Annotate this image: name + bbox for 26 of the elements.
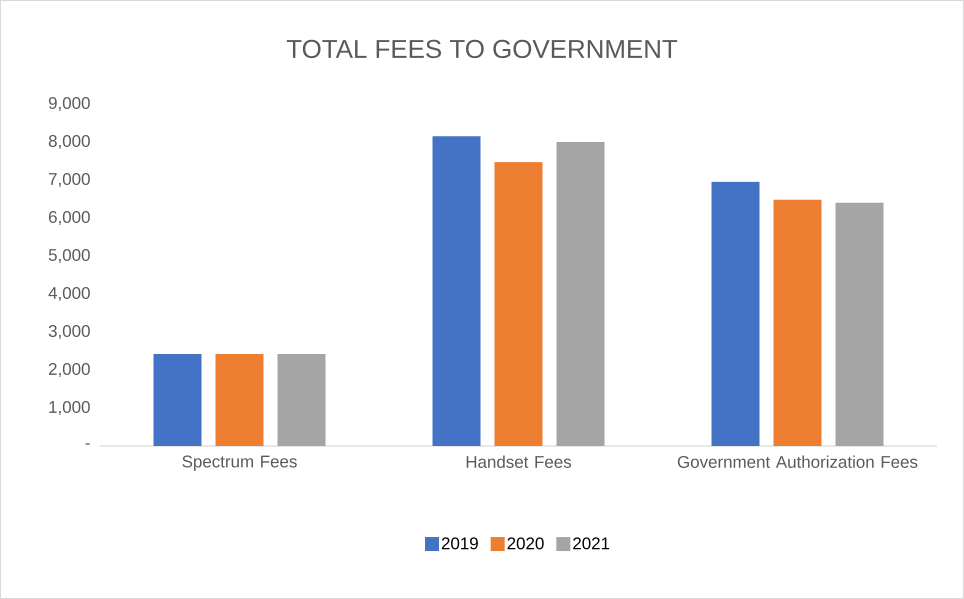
bar	[432, 136, 481, 446]
x-tick-label: Handset Fees	[466, 456, 572, 468]
y-tick-label: 8,000	[48, 134, 90, 149]
bar	[774, 200, 822, 446]
bar	[154, 354, 202, 446]
x-tick-label: Spectrum Fees	[182, 456, 297, 471]
y-tick-label: 1,000	[49, 400, 90, 415]
y-tick-label: 7,000	[48, 172, 90, 187]
y-tick-label: 9,000	[48, 96, 90, 111]
bar	[556, 142, 605, 446]
chart-title: TOTAL FEES TO GOVERNMENT	[286, 40, 678, 58]
y-tick-label: 6,000	[48, 210, 90, 225]
y-tick-label: 2,000	[48, 362, 90, 377]
y-tick-label: 4,000	[48, 286, 90, 301]
bar	[712, 182, 760, 446]
bar	[494, 162, 543, 446]
bar	[278, 354, 326, 446]
y-tick-label: 3,000	[48, 324, 90, 339]
y-tick-label: 5,000	[48, 248, 90, 263]
legend-label: 2020	[508, 537, 544, 550]
x-tick-label: Government Authorization Fees	[678, 456, 918, 468]
bar	[836, 202, 884, 446]
legend-label: 2021	[573, 537, 610, 550]
legend-label: 2019	[442, 537, 478, 550]
y-tick-label: -	[86, 443, 90, 445]
bar	[216, 354, 264, 446]
